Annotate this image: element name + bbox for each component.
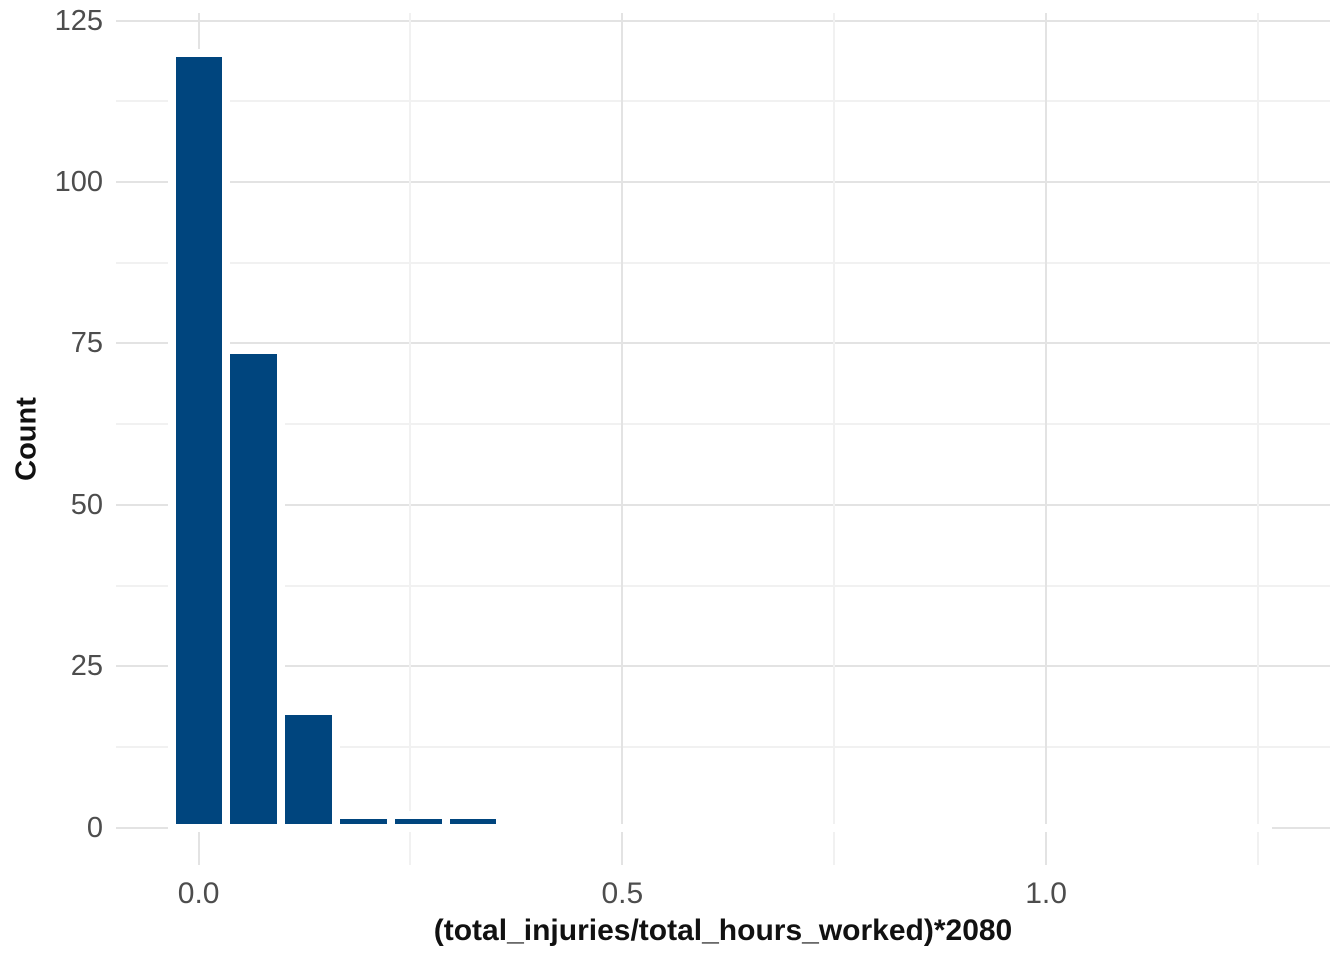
x-gridline-minor [1256, 13, 1259, 865]
x-gridline-minor [409, 13, 412, 865]
histogram-bar-stroke [1154, 823, 1218, 832]
y-tick-label: 75 [70, 327, 103, 360]
y-gridline-minor [116, 261, 1330, 264]
x-gridline-major [1045, 13, 1048, 865]
histogram-bar [230, 353, 278, 824]
y-tick-label: 25 [70, 650, 103, 683]
histogram-bar-stroke [715, 823, 779, 832]
histogram-bar-stroke [935, 823, 998, 832]
y-gridline-minor [116, 584, 1330, 587]
histogram-bar-stroke [606, 823, 669, 832]
y-tick-label: 50 [70, 488, 103, 521]
x-axis-title: (total_injuries/total_hours_worked)*2080 [433, 914, 1013, 947]
y-gridline-major [116, 181, 1330, 184]
histogram-bar-stroke [1099, 823, 1163, 832]
histogram-bar [285, 715, 332, 824]
histogram-bar [175, 57, 223, 824]
y-axis-title: Count [10, 397, 43, 481]
y-gridline-major [116, 342, 1330, 345]
histogram-bar [449, 818, 497, 824]
y-gridline-major [116, 503, 1330, 506]
histogram-bar-stroke [1044, 823, 1108, 832]
y-gridline-minor [116, 423, 1330, 426]
histogram-bar-stroke [989, 823, 1053, 832]
histogram-bar-stroke [660, 823, 724, 832]
y-tick-label: 125 [54, 4, 103, 37]
histogram-bar-stroke [551, 823, 615, 832]
x-tick-label: 1.0 [1025, 877, 1067, 910]
histogram-bar-stroke [770, 823, 834, 832]
x-tick-label: 0.0 [177, 877, 220, 910]
x-gridline-major [621, 13, 624, 865]
histogram-bar-stroke [825, 823, 889, 832]
histogram-bar-stroke [1209, 823, 1273, 832]
x-tick-label: 0.5 [601, 877, 644, 910]
histogram-bar [340, 818, 387, 824]
histogram-bar-stroke [496, 823, 560, 832]
y-gridline-major [116, 665, 1330, 668]
y-gridline-minor [116, 745, 1330, 748]
histogram-bar [394, 818, 442, 824]
y-gridline-major [116, 19, 1330, 22]
x-gridline-minor [833, 13, 836, 865]
y-gridline-minor [116, 100, 1330, 103]
y-tick-label: 0 [86, 811, 103, 844]
histogram-bar-stroke [880, 823, 944, 832]
y-tick-label: 100 [54, 166, 103, 199]
